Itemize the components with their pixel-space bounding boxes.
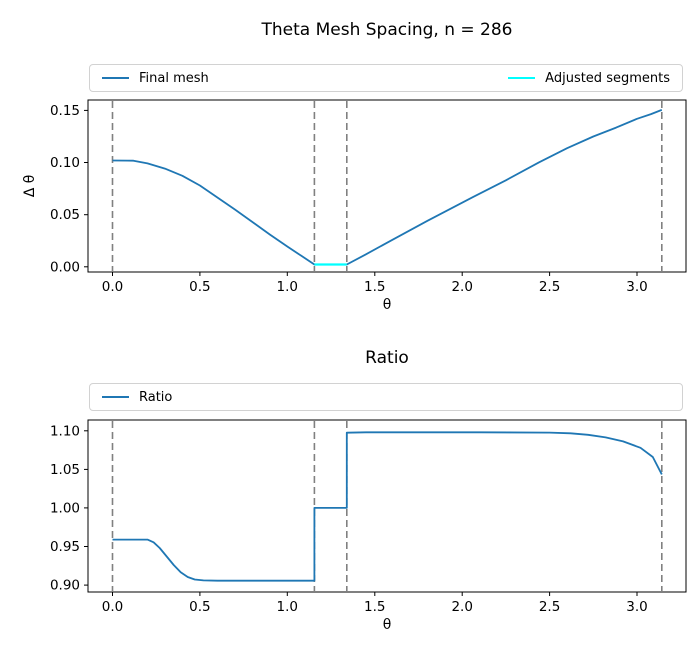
x-tick-label: 2.5 — [539, 279, 560, 295]
x-tick-label: 0.5 — [189, 599, 210, 615]
y-tick-label: 0.05 — [50, 207, 80, 223]
series-final-mesh — [112, 109, 663, 266]
y-tick-label: 0.10 — [50, 155, 80, 171]
x-tick-label: 0.5 — [189, 279, 210, 295]
y-tick-label: 0.95 — [50, 539, 80, 555]
y-tick-label: 0.90 — [50, 578, 80, 594]
legend-item-final-mesh: Final mesh — [102, 71, 209, 86]
y-tick-label: 1.05 — [50, 462, 80, 478]
x-tick-label: 2.5 — [539, 599, 560, 615]
legend-label-ratio: Ratio — [139, 389, 173, 405]
chart-title-top: Theta Mesh Spacing, n = 286 — [261, 20, 513, 40]
y-tick-label: 1.10 — [50, 423, 80, 439]
x-axis-label: θ — [383, 617, 392, 633]
legend-top: Final mesh Adjusted segments — [89, 64, 683, 92]
x-tick-label: 1.5 — [364, 599, 385, 615]
axes-frame — [87, 99, 687, 273]
y-tick-label: 1.00 — [50, 500, 80, 516]
y-tick-label: 0.15 — [50, 103, 80, 119]
series-ratio — [112, 431, 663, 582]
x-tick-label: 3.0 — [626, 279, 647, 295]
x-tick-label: 0.0 — [102, 599, 123, 615]
legend-line-adjusted-segments — [508, 77, 536, 79]
legend-bottom: Ratio — [89, 383, 683, 411]
axes-frame — [87, 419, 687, 593]
x-tick-label: 2.0 — [451, 599, 472, 615]
x-axis-label: θ — [383, 297, 392, 313]
x-tick-label: 1.0 — [277, 599, 298, 615]
x-tick-label: 2.0 — [451, 279, 472, 295]
legend-label-adjusted-segments: Adjusted segments — [545, 70, 670, 86]
legend-item-adjusted-segments: Adjusted segments — [508, 71, 670, 86]
x-tick-label: 3.0 — [626, 599, 647, 615]
x-tick-label: 1.5 — [364, 279, 385, 295]
legend-label-final-mesh: Final mesh — [139, 70, 209, 86]
y-tick-label: 0.00 — [50, 259, 80, 275]
legend-line-ratio — [102, 396, 129, 398]
x-tick-label: 0.0 — [102, 279, 123, 295]
x-tick-label: 1.0 — [277, 279, 298, 295]
legend-line-final-mesh — [102, 77, 129, 79]
legend-item-ratio: Ratio — [102, 390, 172, 405]
chart-title-bottom: Ratio — [365, 348, 409, 368]
y-axis-label: Δ θ — [22, 175, 38, 198]
